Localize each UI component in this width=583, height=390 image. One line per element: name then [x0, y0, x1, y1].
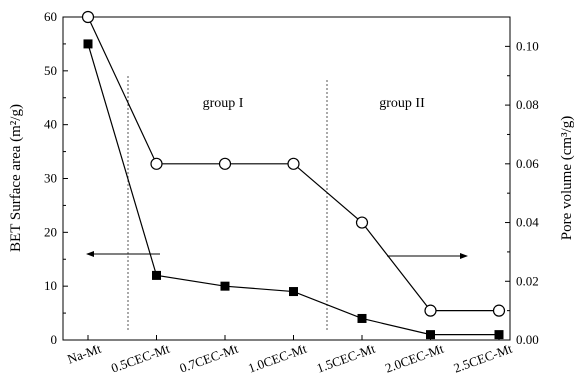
- data-point-left: [494, 330, 504, 340]
- y-left-tick-label: 50: [44, 63, 57, 78]
- group1-label: group I: [203, 96, 244, 111]
- y-left-tick-label: 40: [44, 117, 57, 132]
- data-point-right: [355, 216, 369, 229]
- data-point-left: [426, 330, 435, 340]
- x-tick-label: 1.5CEC-Mt: [315, 341, 378, 376]
- y-right-tick-label: 0.00: [516, 332, 539, 347]
- y-left-tick-label: 0: [51, 332, 58, 347]
- x-tick-label: 2.0CEC-Mt: [383, 341, 446, 376]
- y-right-tick-label: 0.02: [516, 273, 539, 288]
- data-point-left: [357, 313, 367, 323]
- y-left-tick-label: 10: [44, 278, 57, 293]
- data-point-right: [218, 157, 232, 170]
- series-layer: [81, 10, 506, 340]
- x-axis: Na-Mt 0.5CEC-Mt 0.7CEC-Mt 1.0CEC-Mt 1.5CEC-M…: [65, 335, 514, 376]
- y-right-tick-label: 0.08: [516, 97, 539, 112]
- data-point-left: [220, 281, 230, 291]
- data-point-right: [81, 10, 95, 24]
- y-right-tick-label: 0.04: [516, 215, 539, 230]
- data-point-right: [287, 157, 300, 170]
- x-tick-label: 1.0CEC-Mt: [246, 341, 309, 376]
- data-point-left: [152, 270, 161, 280]
- y-axis-left-title: BET Surface area (m²/g): [8, 104, 24, 252]
- data-point-left: [83, 39, 93, 49]
- y-axis-right: 0.00 0.02 0.04 0.06 0.08 0.10: [505, 16, 539, 347]
- x-tick-label: 0.5CEC-Mt: [109, 341, 172, 376]
- y-left-tick-label: 60: [44, 9, 57, 24]
- x-tick-label: Na-Mt: [65, 341, 103, 367]
- data-point-left: [289, 287, 298, 297]
- data-point-right: [150, 157, 163, 170]
- y-left-tick-label: 20: [44, 224, 57, 239]
- x-tick-label: 2.5CEC-Mt: [452, 341, 515, 376]
- data-point-right: [424, 304, 437, 317]
- x-tick-label: 0.7CEC-Mt: [178, 341, 241, 376]
- group2-label: group II: [379, 96, 425, 111]
- y-right-tick-label: 0.06: [516, 156, 539, 171]
- y-axis-right-title: Pore volume (cm³/g): [559, 116, 575, 240]
- data-point-right: [492, 304, 506, 317]
- y-axis-left: 0 10 20 30 40 50 60: [44, 9, 68, 347]
- y-left-tick-label: 30: [44, 171, 57, 186]
- y-right-tick-label: 0.10: [516, 38, 539, 53]
